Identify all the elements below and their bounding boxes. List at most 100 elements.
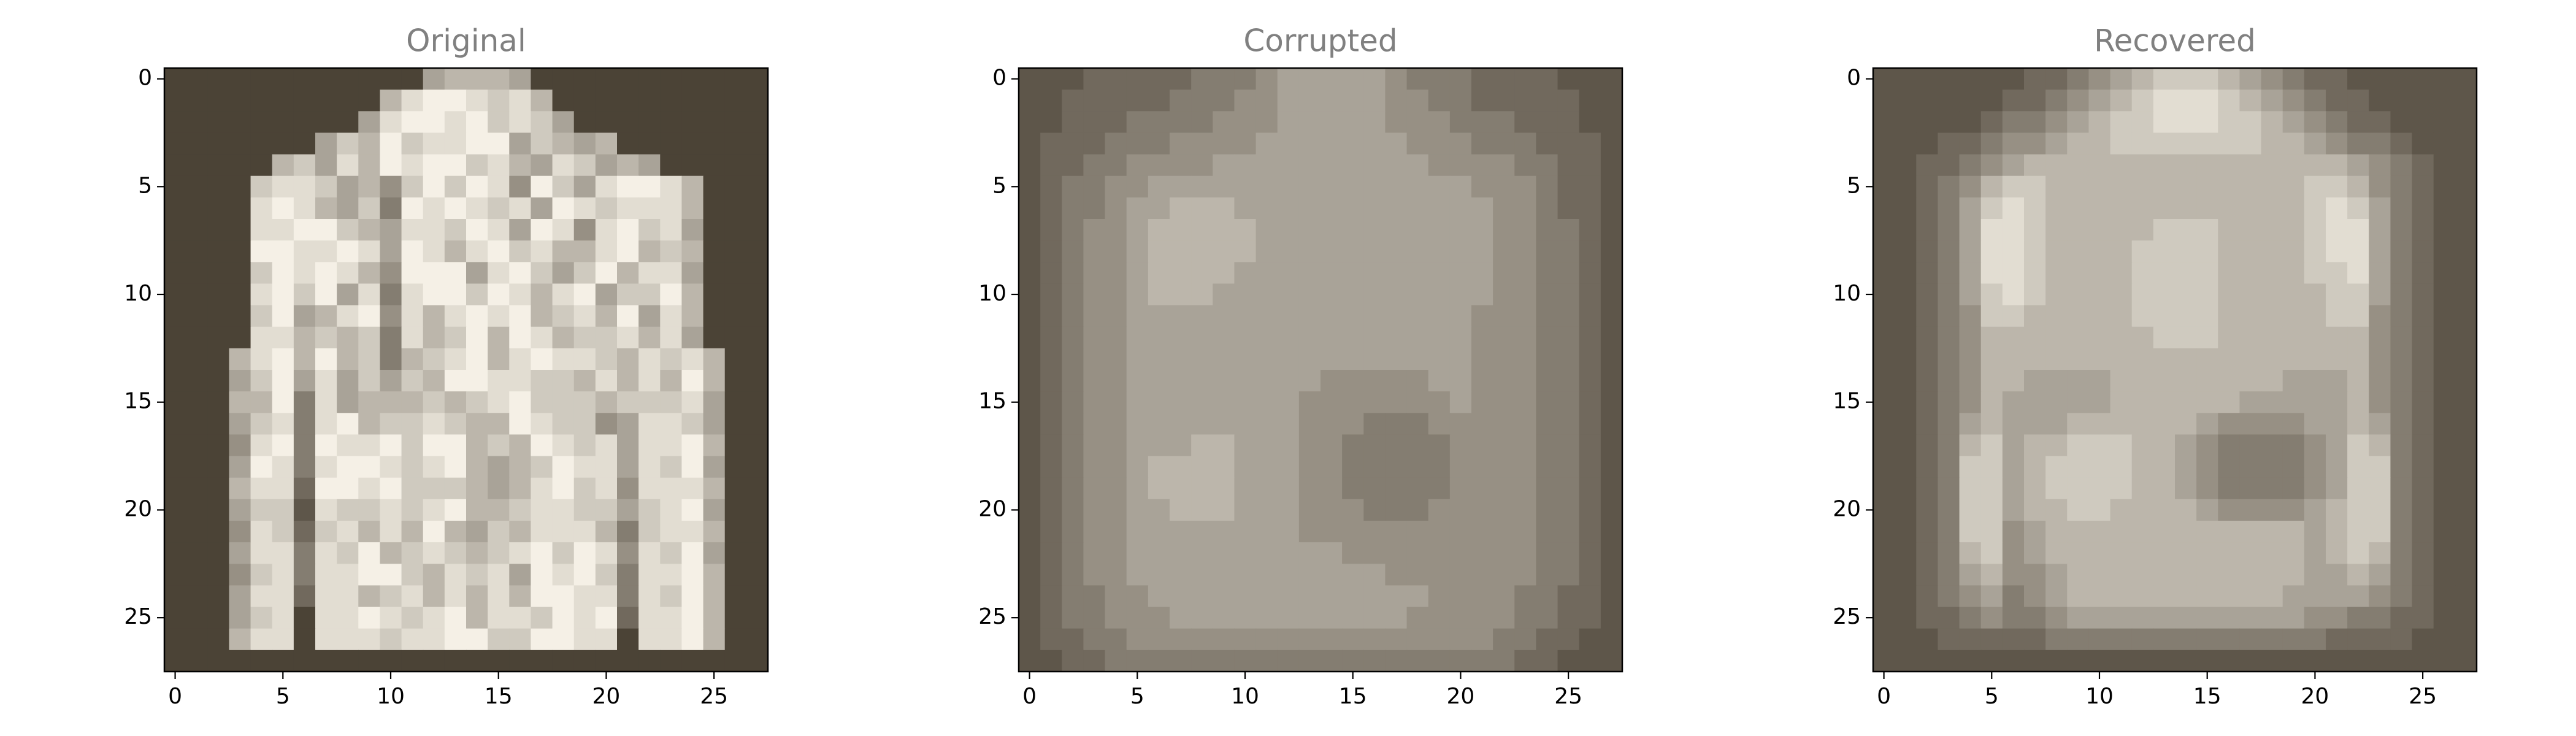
- pixel: [488, 283, 510, 306]
- pixel: [1040, 370, 1062, 392]
- pixel: [358, 456, 381, 478]
- pixel: [681, 477, 704, 500]
- pixel: [186, 262, 208, 285]
- pixel: [1471, 413, 1493, 435]
- pixel: [2131, 499, 2154, 521]
- x-tick-label: 10: [1231, 684, 1259, 709]
- pixel: [2175, 90, 2197, 112]
- pixel: [2196, 262, 2218, 285]
- pixel: [1148, 542, 1170, 564]
- pixel: [1385, 521, 1408, 543]
- pixel: [1170, 564, 1192, 586]
- pixel: [509, 434, 532, 457]
- pixel: [2282, 607, 2305, 629]
- pixel: [2433, 175, 2456, 198]
- pixel: [1298, 499, 1321, 521]
- pixel: [1363, 628, 1386, 651]
- pixel: [1895, 68, 1917, 90]
- pixel: [401, 564, 424, 586]
- pixel: [229, 650, 251, 672]
- pixel: [488, 90, 510, 112]
- pixel: [444, 607, 467, 629]
- pixel: [1277, 434, 1300, 457]
- pixel: [164, 262, 186, 285]
- pixel: [1406, 197, 1429, 220]
- pixel: [272, 391, 294, 413]
- pixel: [2326, 456, 2348, 478]
- pixel: [1321, 391, 1343, 413]
- pixel: [444, 175, 467, 198]
- pixel: [2110, 240, 2133, 263]
- pixel: [2433, 240, 2456, 263]
- pixel: [2110, 132, 2133, 155]
- pixel: [1126, 370, 1149, 392]
- pixel: [444, 477, 467, 500]
- pixel: [1040, 499, 1062, 521]
- pixel: [380, 650, 402, 672]
- pixel: [638, 326, 661, 349]
- pixel: [531, 197, 553, 220]
- pixel: [1040, 326, 1062, 349]
- pixel: [293, 240, 316, 263]
- pixel: [1895, 391, 1917, 413]
- pixel: [1342, 219, 1364, 241]
- pixel: [552, 650, 575, 672]
- pixel: [1363, 262, 1386, 285]
- pixel: [2110, 628, 2133, 651]
- pixel: [2433, 542, 2456, 564]
- pixel: [1255, 283, 1278, 306]
- pixel: [1536, 197, 1558, 220]
- pixel: [552, 413, 575, 435]
- pixel: [1493, 456, 1515, 478]
- pixel: [660, 132, 683, 155]
- pixel: [1514, 628, 1537, 651]
- pixel: [380, 456, 402, 478]
- pixel: [488, 391, 510, 413]
- pixel: [1019, 305, 1041, 328]
- pixel: [1449, 68, 1472, 90]
- pixel: [638, 154, 661, 177]
- pixel: [444, 197, 467, 220]
- pixel: [1234, 564, 1257, 586]
- pixel: [638, 348, 661, 370]
- pixel: [423, 68, 445, 90]
- pixel: [1234, 240, 1257, 263]
- pixel: [293, 283, 316, 306]
- pixel: [1514, 197, 1537, 220]
- pixel: [466, 542, 488, 564]
- pixel: [250, 564, 273, 586]
- pixel: [1234, 413, 1257, 435]
- pixel: [2282, 262, 2305, 285]
- pixel: [1321, 456, 1343, 478]
- pixel: [2175, 154, 2197, 177]
- pixel: [1040, 305, 1062, 328]
- pixel: [2131, 477, 2154, 500]
- pixel: [1385, 240, 1408, 263]
- pixel: [638, 219, 661, 241]
- pixel: [488, 434, 510, 457]
- pixel: [1342, 521, 1364, 543]
- pixel: [229, 434, 251, 457]
- pixel: [1083, 132, 1106, 155]
- pixel: [293, 413, 316, 435]
- pixel: [466, 650, 488, 672]
- pixel: [1213, 564, 1235, 586]
- pixel: [2067, 650, 2090, 672]
- pixel: [293, 175, 316, 198]
- pixel: [1428, 456, 1451, 478]
- pixel: [207, 499, 230, 521]
- pixel: [1148, 499, 1170, 521]
- pixel: [380, 68, 402, 90]
- pixel: [380, 111, 402, 134]
- pixel: [1019, 413, 1041, 435]
- y-tick-label: 15: [978, 389, 1006, 414]
- pixel: [552, 434, 575, 457]
- pixel: [1959, 413, 1982, 435]
- pixel: [2326, 305, 2348, 328]
- pixel: [1493, 650, 1515, 672]
- x-tick-label: 20: [1447, 684, 1475, 709]
- pixel: [617, 219, 639, 241]
- pixel: [293, 111, 316, 134]
- pixel: [1277, 111, 1300, 134]
- pixel: [2024, 628, 2046, 651]
